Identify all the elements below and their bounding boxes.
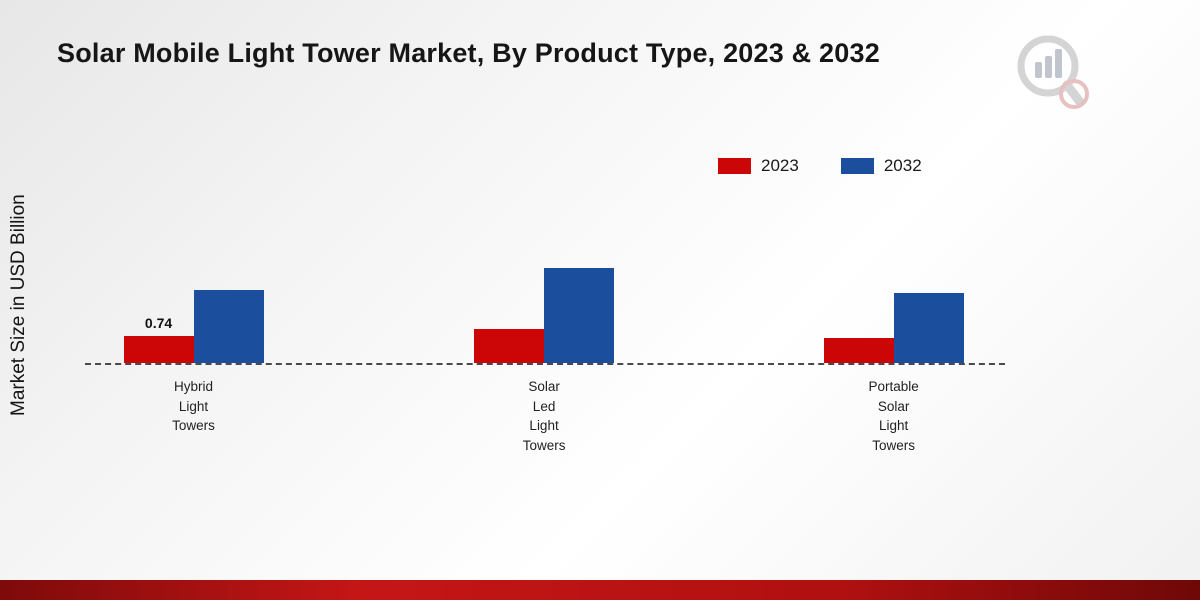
bar-2023-cat3 xyxy=(823,338,894,363)
bar-group xyxy=(474,268,615,363)
legend-swatch-2032 xyxy=(840,158,874,174)
bar-value-label: 0.74 xyxy=(144,315,173,331)
legend-item-2032: 2032 xyxy=(840,156,922,176)
footer-band xyxy=(0,580,1200,600)
legend-label-2023: 2023 xyxy=(761,156,799,175)
brand-logo xyxy=(1000,32,1092,121)
bar-2032-cat2 xyxy=(544,268,615,363)
legend: 2023 2032 xyxy=(718,156,922,176)
category-label: Solar Led Light Towers xyxy=(522,379,566,453)
bar-2032-cat3 xyxy=(893,293,964,363)
legend-item-2023: 2023 xyxy=(718,156,799,176)
bar-group xyxy=(823,293,964,363)
chart-title: Solar Mobile Light Tower Market, By Prod… xyxy=(57,38,880,68)
y-axis-label: Market Size in USD Billion xyxy=(8,194,29,416)
category-label: Portable Solar Light Towers xyxy=(868,379,919,453)
bar-group: 0.74 xyxy=(123,290,264,363)
category-label: Hybrid Light Towers xyxy=(172,379,215,434)
bar-2023-cat1: 0.74 xyxy=(123,315,194,363)
legend-swatch-2023 xyxy=(718,158,751,174)
plot-area: 0.74 xyxy=(85,170,1005,365)
bar-2032-cat1 xyxy=(193,290,264,363)
brand-logo-icon xyxy=(1017,35,1089,109)
legend-label-2032: 2032 xyxy=(883,156,922,175)
bar-2023-cat2 xyxy=(474,329,545,363)
category-axis: Hybrid Light Towers Solar Led Light Tower… xyxy=(85,377,1005,467)
